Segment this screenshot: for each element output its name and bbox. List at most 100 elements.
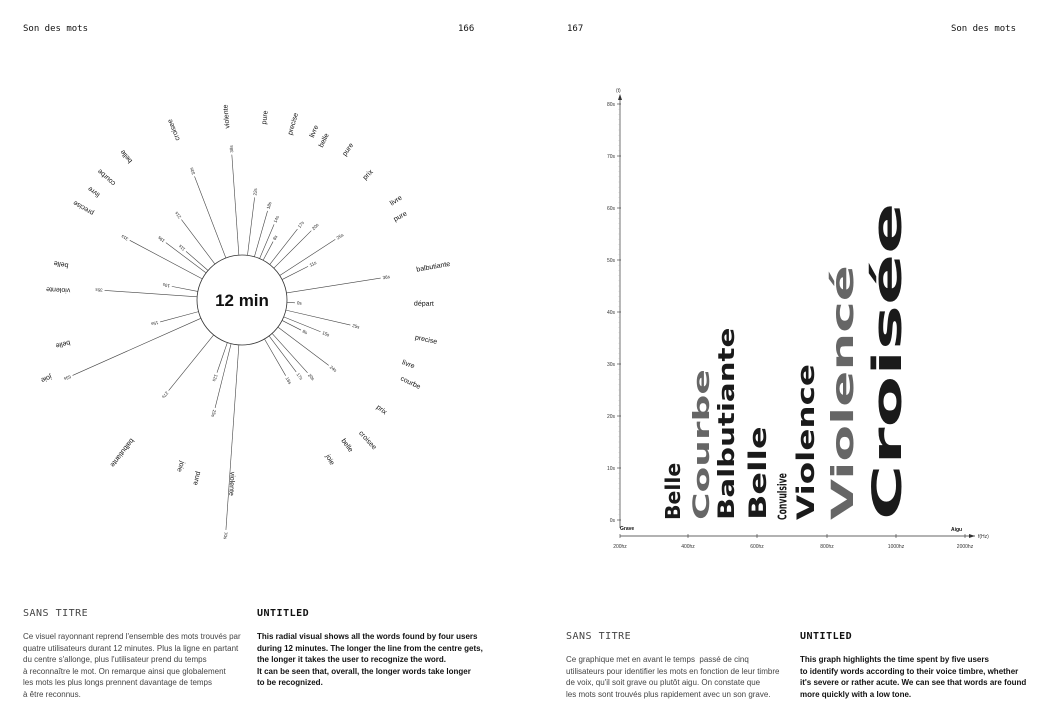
radial-word: precise [414, 334, 438, 346]
y-tick-label: 20s [607, 414, 616, 420]
radial-word: violente [227, 472, 235, 497]
spoke-line [285, 309, 351, 326]
spoke-label: 53s [62, 374, 71, 382]
spoke-line [181, 219, 216, 265]
word-bar: Violencé [826, 265, 861, 520]
spoke-line [194, 176, 227, 259]
spoke-line [104, 290, 198, 298]
right-page-number: 167 [567, 24, 584, 34]
radial-word: pure [191, 471, 201, 486]
spoke-label: 24s [329, 365, 338, 374]
x-axis-arrow-icon [969, 534, 975, 538]
x-tick-label: 800hz [820, 544, 834, 550]
y-axis-arrow-icon [618, 94, 622, 100]
radial-word: joie [40, 372, 54, 383]
spoke-label: 16s [285, 376, 293, 385]
spoke-label: 11s [309, 260, 318, 268]
word-bar: Convulsive [775, 473, 789, 520]
spoke-label: 21s [173, 210, 182, 219]
right-title-fr: SANS TITRE [566, 631, 632, 642]
radial-word: livre [401, 359, 416, 370]
right-body-fr: Ce graphique met en avant le temps passé… [566, 655, 780, 699]
spoke-label: 15s [150, 320, 159, 327]
y-tick-label: 10s [607, 466, 616, 472]
radial-word: belle [55, 338, 71, 348]
spoke-line [259, 224, 275, 259]
spoke-line [231, 154, 240, 256]
center-label: 12 min [215, 291, 269, 310]
spoke-line [277, 326, 329, 366]
center-circle [196, 254, 288, 346]
spoke-label: 10s [162, 282, 171, 288]
spoke-line [160, 311, 199, 323]
spoke-label: 31s [120, 233, 129, 241]
spoke-line [279, 239, 336, 276]
spoke-line [216, 342, 228, 373]
spoke-label: 38s [229, 144, 235, 152]
x-tick-label: 200hz [613, 544, 627, 550]
word-bar: Balbutiante [715, 328, 740, 520]
spoke-line [171, 286, 198, 292]
word-bar: Croisée [865, 203, 911, 520]
left-running-title: Son des mots [23, 24, 89, 34]
spoke-line [185, 251, 209, 271]
spoke-label: 15s [321, 330, 330, 338]
spoke-label: 17s [295, 372, 304, 381]
word-bar: Belle [661, 463, 685, 520]
word-frequency-chart: (t) 0s 10s 20s 30s 40s 50s 60s 70s 80s f(Hz) Grave A… [607, 88, 989, 550]
left-page-number: 166 [458, 24, 475, 34]
spoke-line [168, 334, 214, 391]
spoke-label: 19s [156, 235, 165, 244]
radial-word: violente [46, 285, 71, 293]
radial-word: départ [414, 301, 434, 308]
word-bar: Belle [744, 426, 772, 520]
x-axis-label: f(Hz) [978, 534, 989, 540]
spoke-label: 27s [160, 391, 169, 400]
x-tick-label: 1000hz [888, 544, 905, 550]
x-left-label: Grave [620, 526, 634, 532]
y-tick-label: 40s [607, 310, 616, 316]
y-tick-label: 60s [607, 206, 616, 212]
y-axis-label: (t) [616, 88, 621, 94]
x-tick-label: 2000hz [957, 544, 974, 550]
right-title-en: UNTITLED [800, 631, 853, 642]
x-tick-label: 600hz [750, 544, 764, 550]
x-right-label: Aigu [951, 527, 962, 533]
word-bar: Violence [792, 364, 820, 520]
y-tick-label: 50s [607, 258, 616, 264]
radial-word: violente [222, 104, 231, 129]
y-tick-label: 0s [610, 518, 616, 524]
radial-word: joie [323, 453, 335, 467]
y-tick-label: 80s [607, 102, 616, 108]
spoke-label: 25s [352, 323, 361, 330]
radial-word: belle [53, 259, 69, 269]
spoke-label: 36s [382, 274, 391, 280]
spoke-line [72, 318, 202, 376]
y-tick-label: 30s [607, 362, 616, 368]
radial-word: joie [175, 459, 186, 473]
left-title-fr: SANS TITRE [23, 608, 89, 619]
left-title-en: UNTITLED [257, 608, 310, 619]
right-body-en: This graph highlights the time spent by … [800, 655, 1027, 699]
spoke-line [268, 335, 297, 373]
spoke-line [254, 210, 268, 257]
spoke-line [247, 197, 255, 256]
y-tick-label: 70s [607, 154, 616, 160]
spoke-line [264, 338, 286, 376]
spoke-label: 14s [273, 214, 281, 223]
spoke-label: 33s [189, 166, 197, 175]
radial-word: pure [261, 110, 270, 125]
spoke-label: 8s [302, 329, 309, 336]
left-body-fr: Ce visuel rayonnant reprend l'ensemble d… [23, 632, 241, 699]
radial-word: livre [309, 124, 321, 139]
spoke-line [286, 277, 381, 294]
spoke-label: 20s [307, 373, 316, 382]
spoke-line [271, 333, 308, 374]
spoke-label: 17s [297, 220, 306, 229]
spoke-line [165, 242, 207, 274]
spoke-label: 25s [336, 232, 345, 241]
spoke-line [281, 320, 302, 331]
spoke-label: 22s [252, 187, 258, 196]
spoke-line [269, 228, 298, 265]
